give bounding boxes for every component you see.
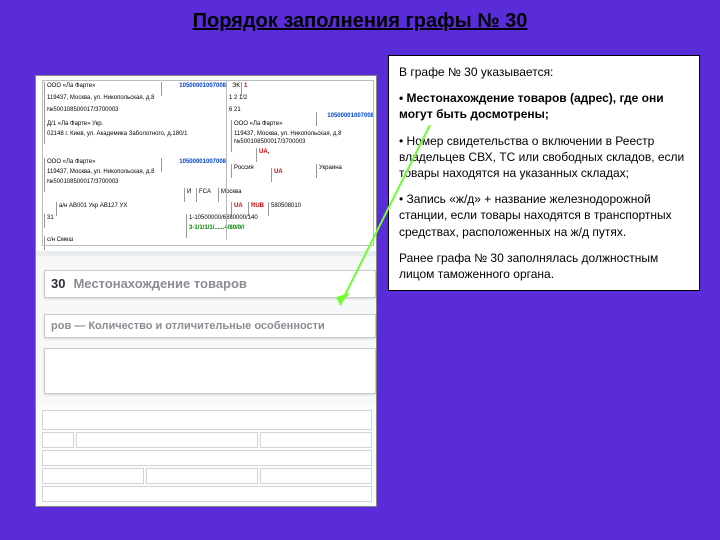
info-panel: В графе № 30 указывается: • Местонахожде… (388, 55, 700, 291)
row-blank1 (44, 348, 376, 394)
row-below-label: ров — Количество и отличительные особенн… (51, 320, 325, 332)
panel-heading: В графе № 30 указывается: (399, 64, 689, 80)
form-bottom-region (36, 406, 376, 506)
row-below: ров — Количество и отличительные особенн… (44, 314, 376, 338)
panel-bullet-3: • Запись «ж/д» + название железнодорожно… (399, 191, 689, 240)
form-mid-region: 30 Местонахождение товаров ров — Количест… (36, 256, 376, 406)
panel-bullet-4: Ранее графа № 30 заполнялась должностным… (399, 250, 689, 282)
row-30-num: 30 (51, 276, 65, 291)
panel-bullet-2: • Номер свидетельства о включении в Реес… (399, 133, 689, 182)
form-top-region: ООО «Ла Фарте» 10500001007008 ЭК 1 11943… (36, 76, 376, 251)
row-30: 30 Местонахождение товаров (44, 270, 376, 298)
form-stack: ООО «Ла Фарте» 10500001007008 ЭК 1 11943… (35, 75, 377, 507)
panel-bullet-1: • Местонахождение товаров (адрес), где о… (399, 90, 689, 122)
row-30-label: Местонахождение товаров (73, 276, 246, 291)
page-title: Порядок заполнения графы № 30 (0, 10, 720, 33)
